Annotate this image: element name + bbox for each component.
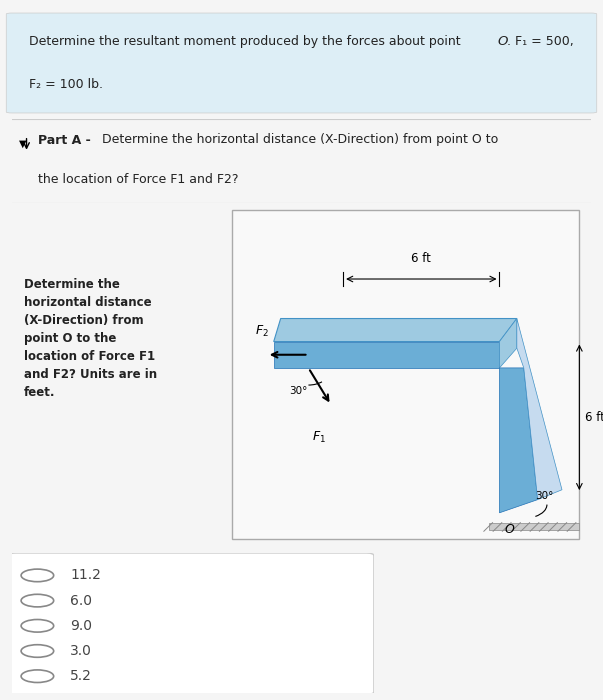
Polygon shape (517, 318, 562, 500)
FancyBboxPatch shape (6, 13, 597, 113)
Text: F₂ = 100 lb.: F₂ = 100 lb. (30, 78, 104, 91)
Text: 5.2: 5.2 (70, 669, 92, 683)
Text: 6.0: 6.0 (70, 594, 92, 608)
Text: O: O (505, 523, 515, 536)
Text: the location of Force F1 and F2?: the location of Force F1 and F2? (38, 173, 239, 186)
Text: Part A -: Part A - (38, 134, 95, 146)
Text: Determine the resultant moment produced by the forces about point: Determine the resultant moment produced … (30, 35, 465, 48)
Circle shape (21, 670, 54, 682)
Text: $F_1$: $F_1$ (312, 430, 326, 444)
Text: 30°: 30° (535, 491, 554, 501)
Text: 6 ft: 6 ft (585, 411, 603, 424)
Text: . F₁ = 500,: . F₁ = 500, (507, 35, 573, 48)
Text: 9.0: 9.0 (70, 619, 92, 633)
Circle shape (21, 569, 54, 582)
Polygon shape (274, 342, 499, 368)
Text: 6 ft: 6 ft (411, 252, 431, 265)
Text: Determine the horizontal distance (X-Direction) from point O to: Determine the horizontal distance (X-Dir… (102, 134, 498, 146)
FancyBboxPatch shape (8, 553, 374, 694)
Text: 3.0: 3.0 (70, 644, 92, 658)
Polygon shape (274, 318, 517, 342)
Circle shape (21, 620, 54, 632)
Polygon shape (499, 318, 517, 368)
Text: ▼: ▼ (19, 139, 26, 149)
Circle shape (21, 594, 54, 607)
Text: 11.2: 11.2 (70, 568, 101, 582)
Polygon shape (499, 368, 538, 513)
Text: Determine the
horizontal distance
(X-Direction) from
point O to the
location of : Determine the horizontal distance (X-Dir… (24, 279, 157, 400)
Text: O: O (497, 35, 508, 48)
Text: $F_2$: $F_2$ (254, 324, 268, 340)
Circle shape (21, 645, 54, 657)
FancyBboxPatch shape (232, 210, 579, 539)
Polygon shape (489, 523, 579, 529)
Text: 30°: 30° (289, 386, 307, 396)
